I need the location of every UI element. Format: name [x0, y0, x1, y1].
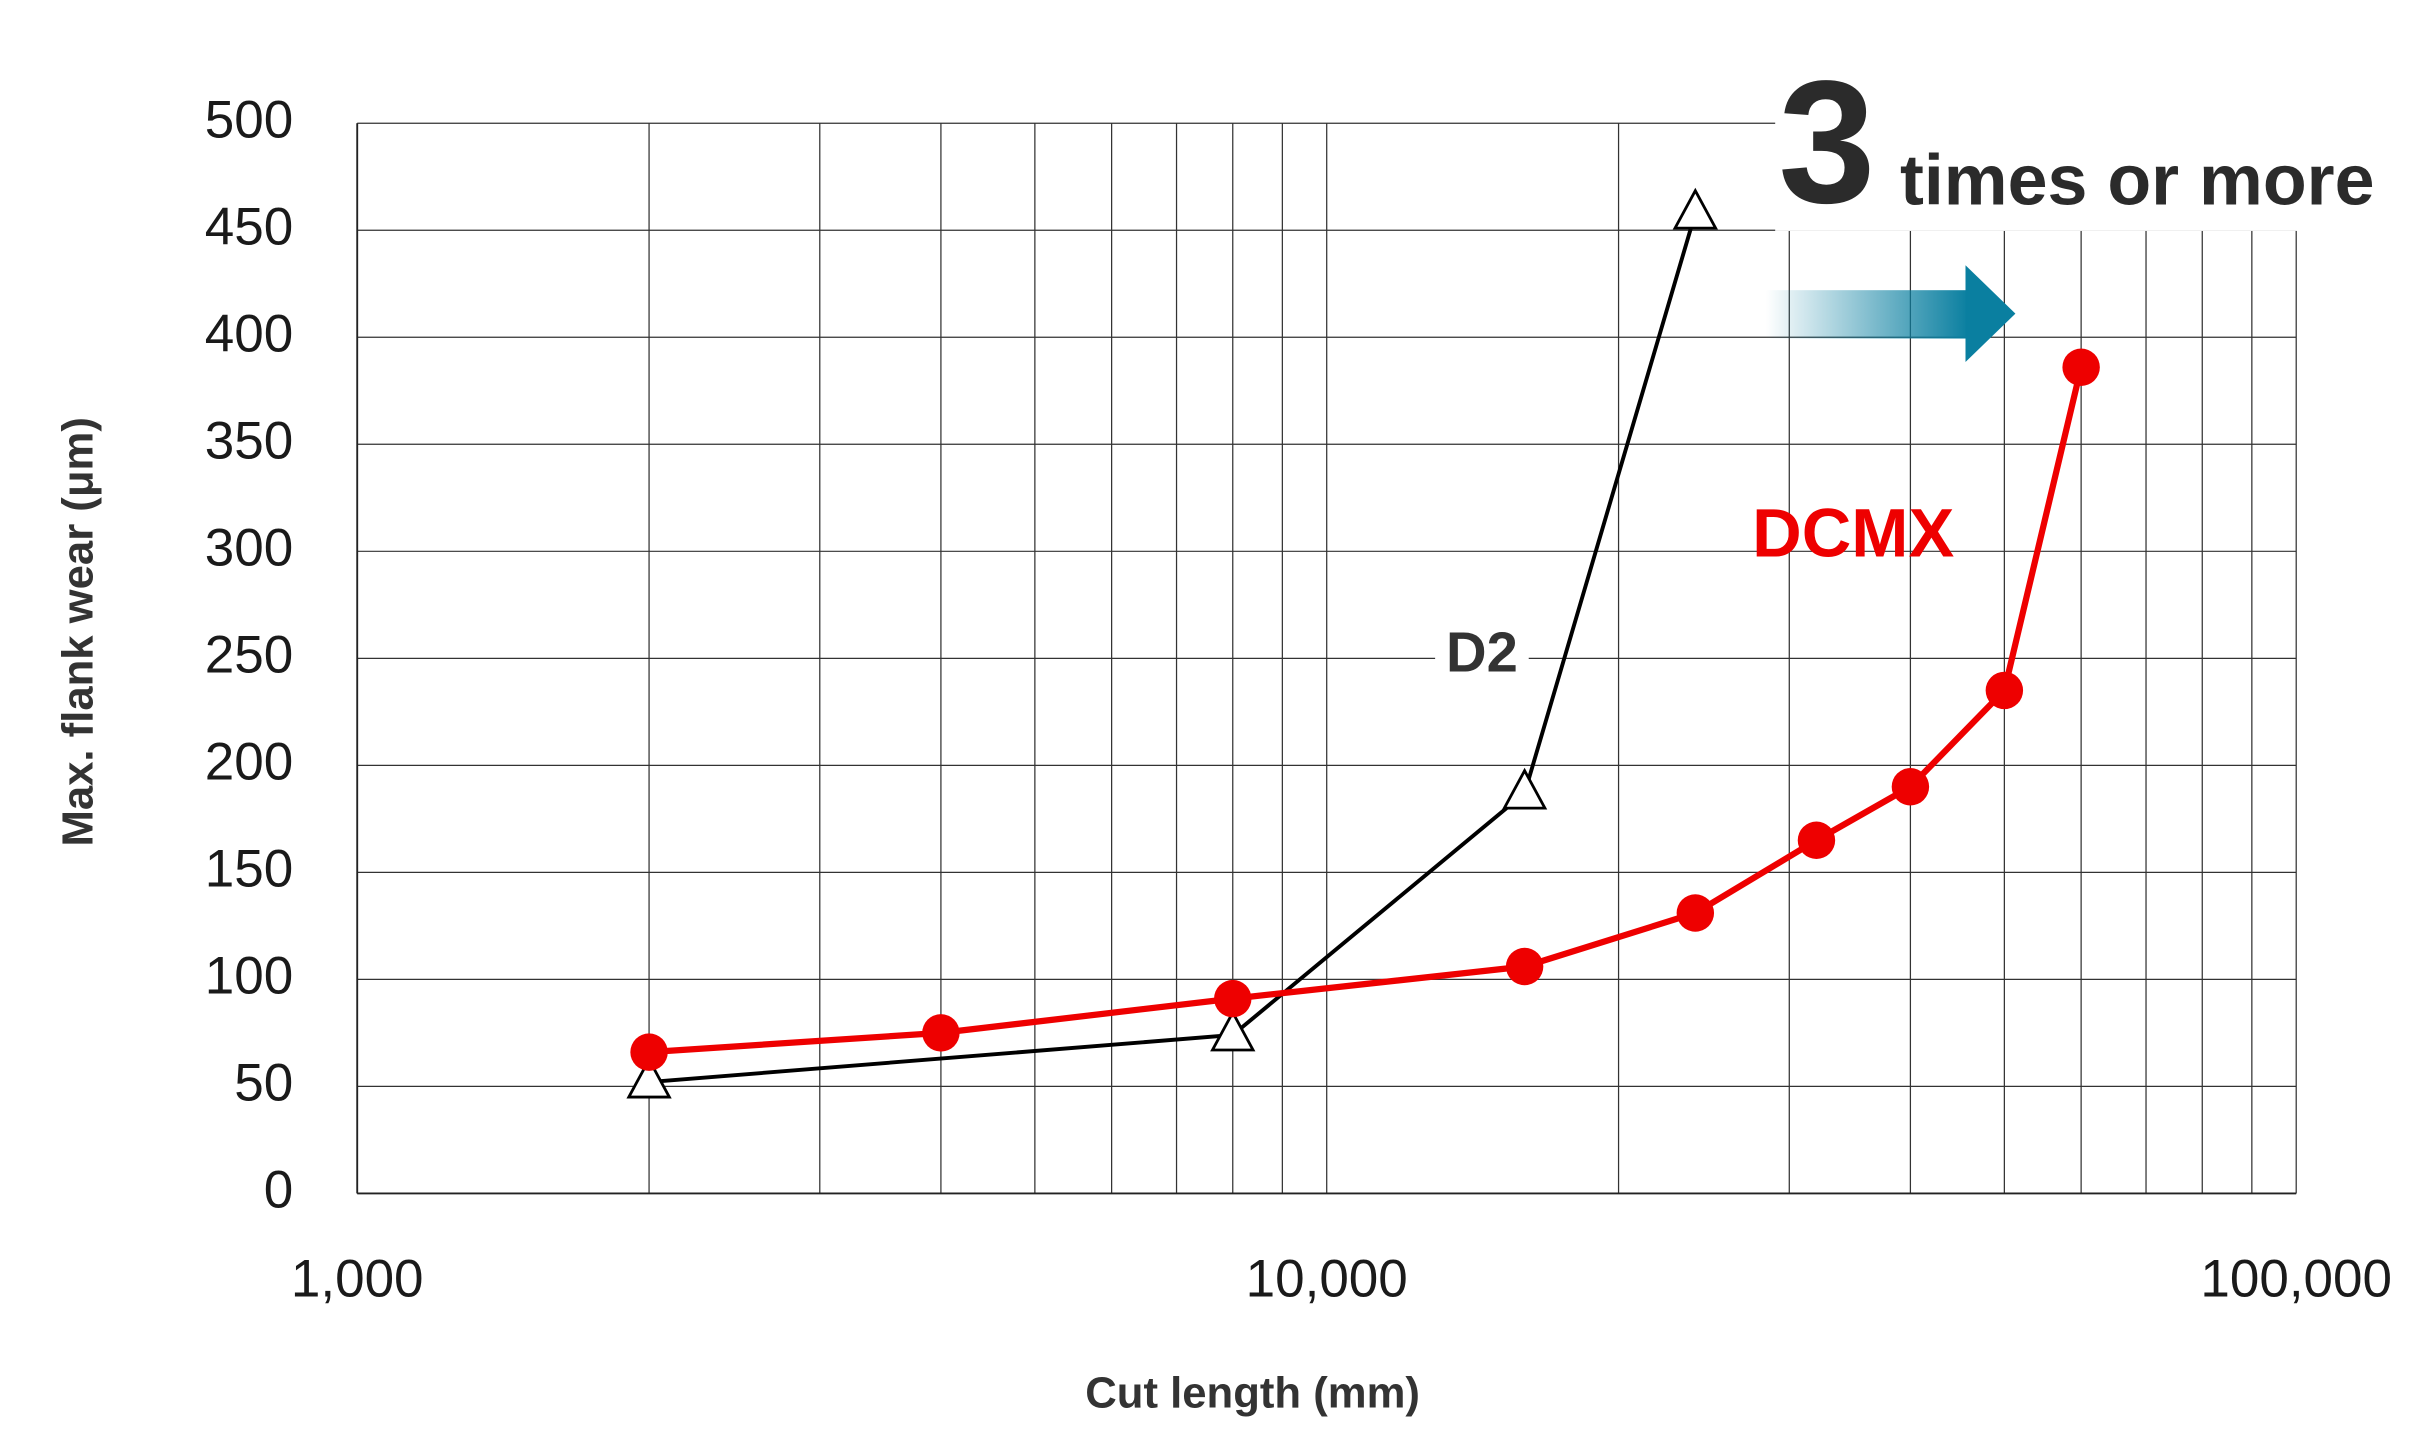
point	[922, 1014, 960, 1052]
annotation-number: 3	[1778, 45, 1875, 240]
y-axis-label: Max. flank wear (μm)	[54, 417, 103, 846]
arrow-shaft	[1765, 290, 1969, 339]
x-tick-label: 1,000	[291, 1249, 424, 1308]
y-tick-label: 100	[205, 946, 293, 1005]
point	[630, 1033, 668, 1071]
y-tick-label: 450	[205, 197, 293, 256]
y-tick-label: 200	[205, 732, 293, 791]
y-tick-label: 500	[205, 90, 293, 149]
x-tick-label: 100,000	[2200, 1249, 2392, 1308]
point	[1985, 671, 2024, 710]
point	[1672, 187, 1718, 230]
point	[1797, 821, 1836, 859]
annotation-background	[1775, 81, 2409, 231]
series-label: DCMX	[1752, 494, 1954, 571]
y-tick-label: 150	[205, 839, 293, 898]
series-line	[648, 366, 2085, 1056]
y-tick-label: 0	[264, 1160, 294, 1219]
point	[1505, 947, 1544, 986]
y-tick-label: 350	[205, 411, 293, 470]
y-tick-label: 250	[205, 625, 293, 684]
labels: 3 times or more Cut length (mm) Max. fla…	[54, 45, 2409, 1418]
arrow-head	[1965, 265, 2016, 362]
point	[2062, 348, 2100, 386]
series-line	[648, 212, 1698, 1085]
grid	[356, 122, 2297, 1195]
y-tick-label: 400	[205, 304, 293, 363]
point	[1676, 894, 1715, 932]
point	[626, 1056, 672, 1099]
series-label-background	[1435, 622, 1529, 692]
x-tick-label: 10,000	[1246, 1249, 1408, 1308]
point	[1891, 768, 1930, 806]
y-tick-label: 50	[234, 1053, 293, 1112]
x-axis-label: Cut length (mm)	[1085, 1369, 1420, 1418]
series-label: D2	[1446, 621, 1518, 684]
annotation-text: times or more	[1900, 141, 2375, 221]
point	[1214, 979, 1252, 1018]
point	[1501, 767, 1548, 810]
point	[1210, 1009, 1256, 1052]
plot	[626, 187, 2100, 1099]
y-tick-label: 300	[205, 518, 293, 577]
